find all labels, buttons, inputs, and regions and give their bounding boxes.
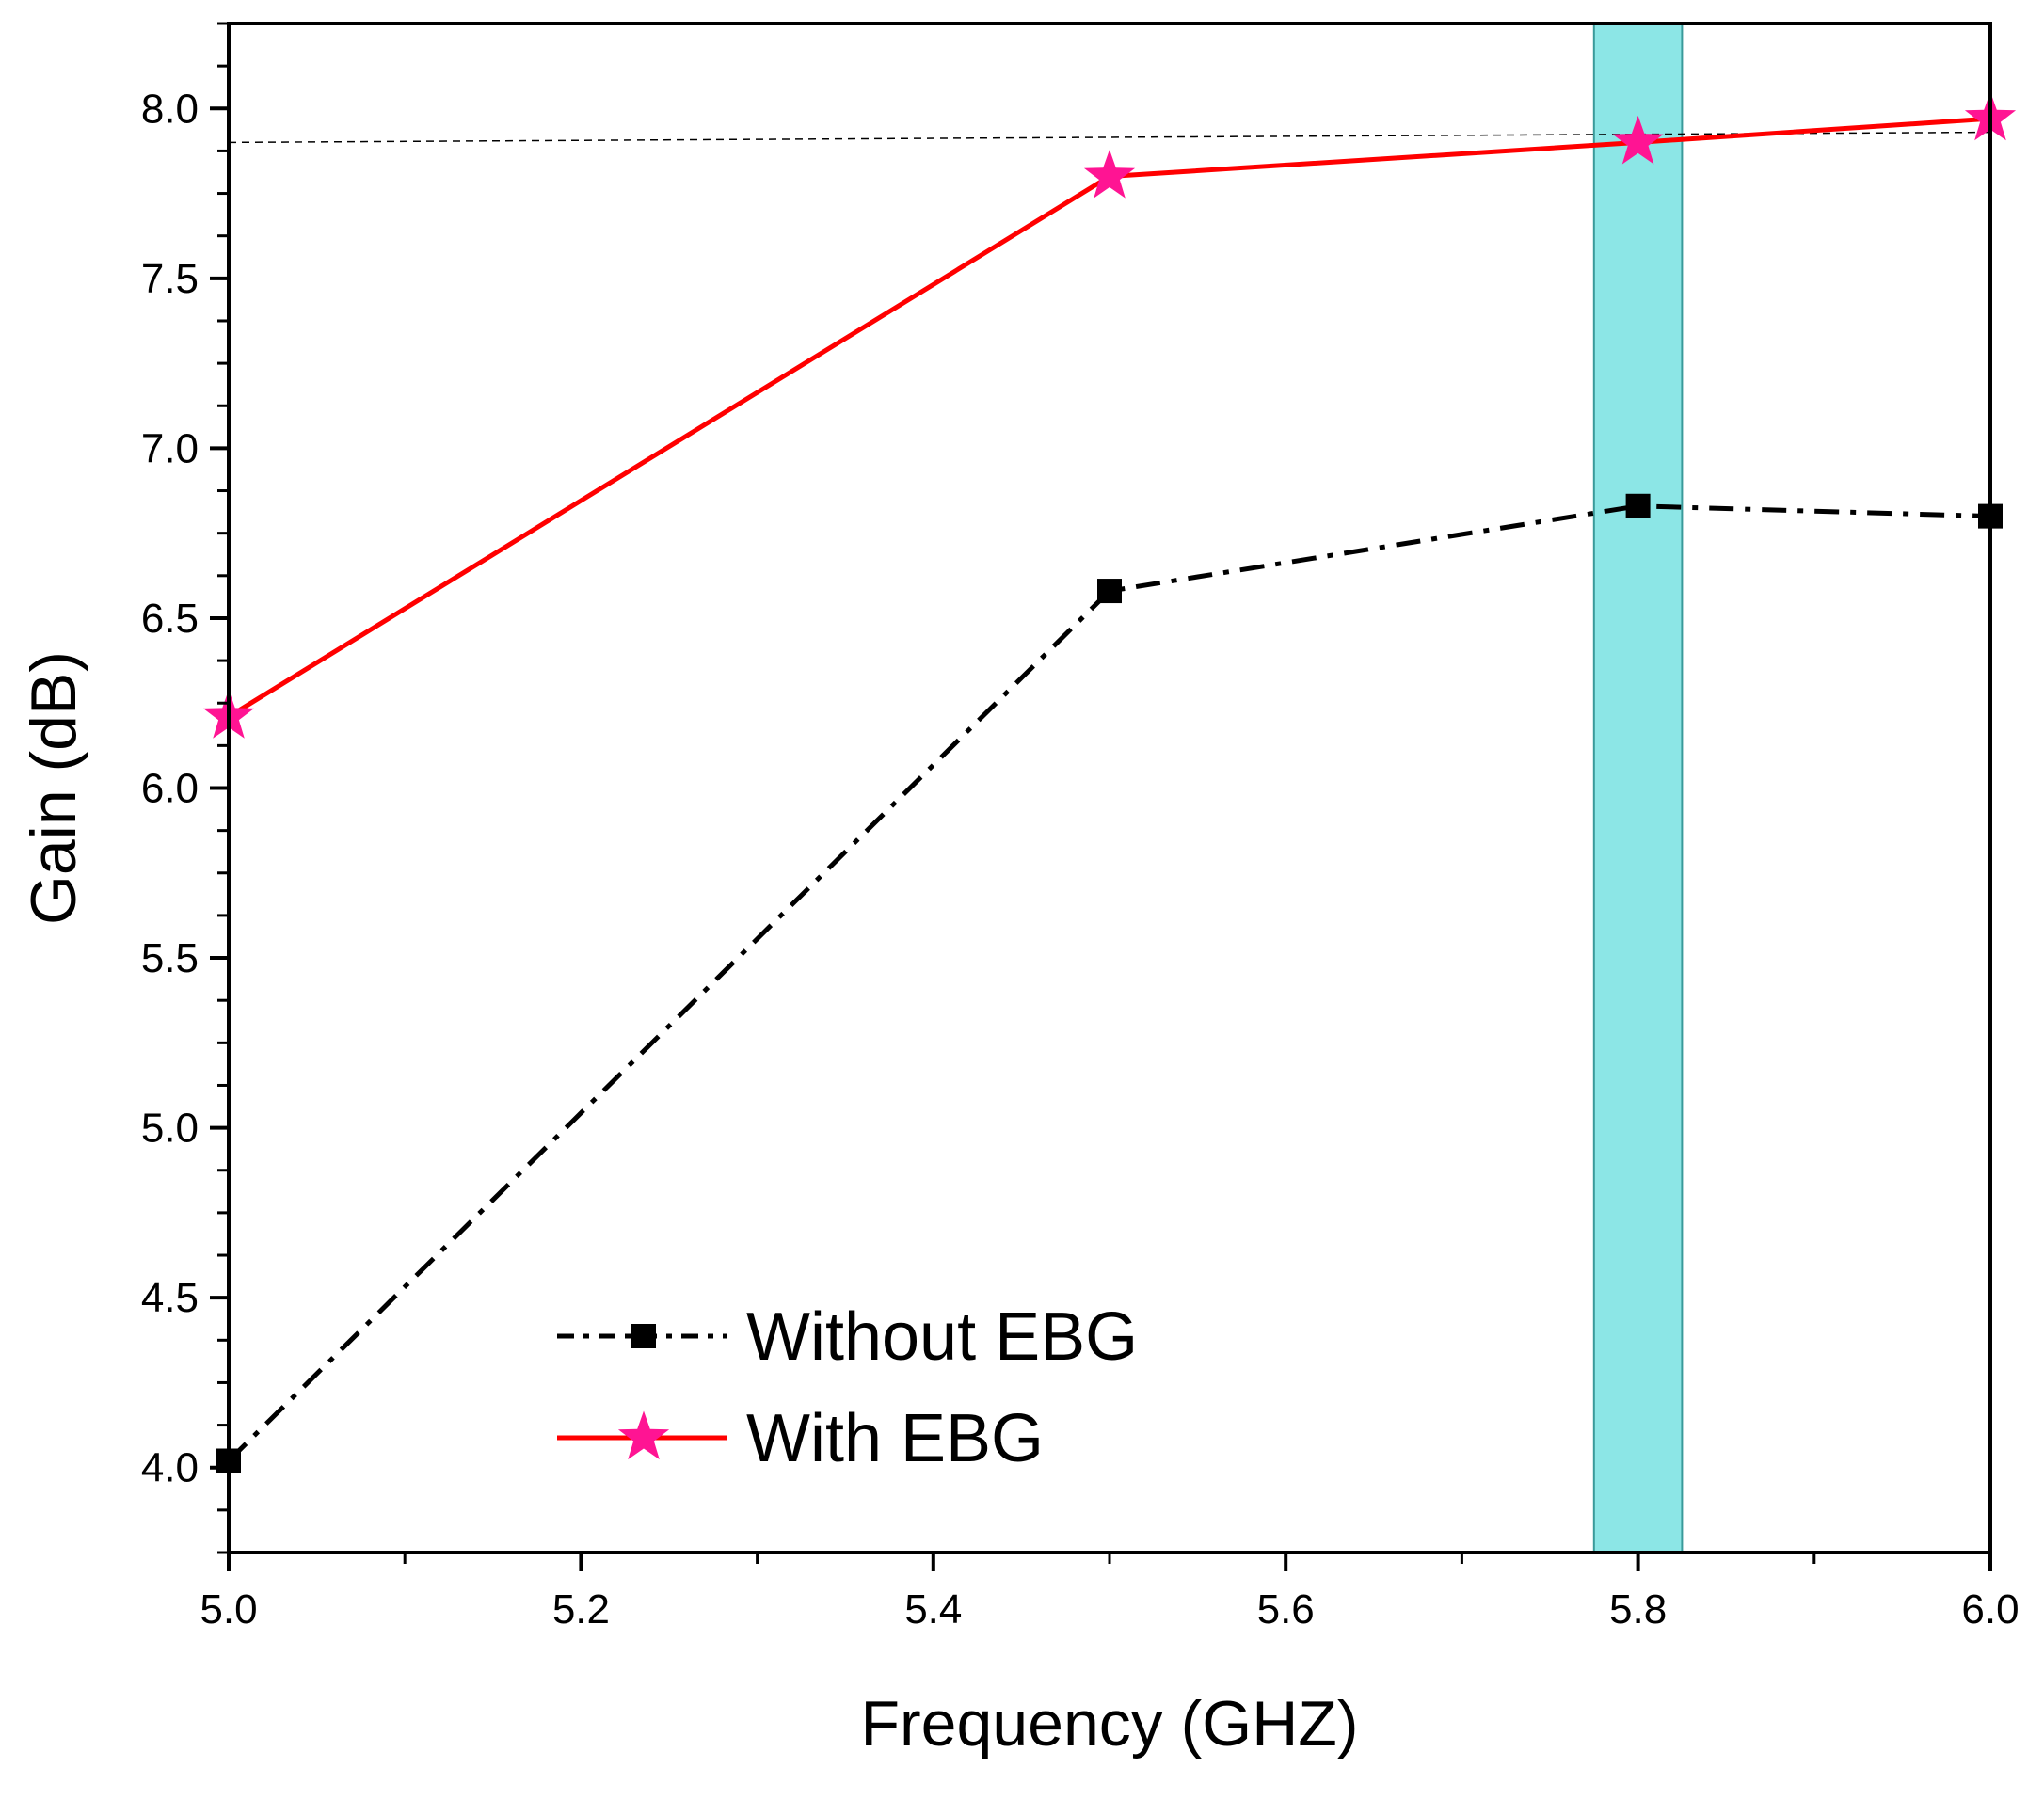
- y-tick-label: 7.5: [141, 256, 199, 302]
- data-point: [1097, 579, 1122, 604]
- x-tick-label: 5.8: [1609, 1586, 1667, 1633]
- highlight-band: [1592, 23, 1684, 1553]
- y-tick-label: 5.5: [141, 935, 199, 981]
- x-tick-label: 5.0: [200, 1586, 257, 1633]
- x-tick-label: 5.6: [1257, 1586, 1315, 1633]
- y-tick-label: 6.0: [141, 766, 199, 812]
- y-tick-label: 5.0: [141, 1106, 199, 1152]
- legend-marker: [631, 1324, 656, 1348]
- legend-label: Without EBG: [746, 1299, 1138, 1375]
- y-tick-label: 6.5: [141, 596, 199, 642]
- x-tick-label: 5.2: [552, 1586, 610, 1633]
- legend-marker: [617, 1410, 670, 1460]
- y-axis-title: Gain (dB): [18, 651, 89, 925]
- data-point: [1612, 115, 1664, 165]
- y-tick-label: 4.5: [141, 1275, 199, 1321]
- series-line: [227, 116, 1991, 719]
- legend-label: With EBG: [746, 1401, 1044, 1476]
- x-tick-label: 6.0: [1961, 1586, 2019, 1633]
- y-tick-label: 4.0: [141, 1445, 199, 1491]
- x-axis-title: Frequency (GHZ): [861, 1688, 1359, 1760]
- y-tick-label: 8.0: [141, 86, 199, 132]
- legend: Without EBG With EBG: [557, 1299, 1138, 1476]
- data-point: [1625, 493, 1651, 518]
- y-tick-label: 7.0: [141, 425, 199, 471]
- series-2: [202, 91, 2017, 739]
- data-point: [1083, 150, 1136, 199]
- series-line: [227, 503, 1991, 1463]
- x-tick-label: 5.4: [904, 1586, 962, 1633]
- reference-line: [228, 131, 1991, 144]
